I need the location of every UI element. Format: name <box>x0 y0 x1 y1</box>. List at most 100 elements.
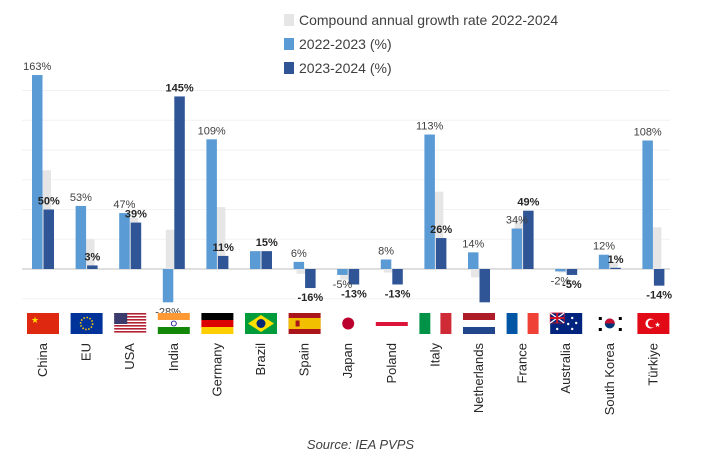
bar-2022-2023-usa <box>119 213 130 269</box>
label-2023-2024-france: 49% <box>517 197 539 209</box>
bar-2022-2023-france <box>511 228 523 269</box>
label-2022-2023-australia: -2% <box>551 275 571 287</box>
bar-2022-2023-italy <box>424 134 435 269</box>
bar-2022-2023-south-korea <box>598 254 610 269</box>
category-spain: Spain <box>297 343 312 376</box>
bar-2022-2023-australia <box>555 269 566 272</box>
bar-2023-2024-india <box>174 96 185 269</box>
category-france: France <box>515 343 530 383</box>
label-2023-2024-south-korea: 1% <box>608 254 624 266</box>
bar-cagr-spain <box>296 269 313 274</box>
bar-2023-2024-italy <box>435 238 447 269</box>
bar-2022-2023-brazil <box>250 251 261 269</box>
label-2022-2023-japan: -5% <box>333 279 353 291</box>
label-2022-2023-germany: 109% <box>198 125 226 137</box>
bar-2023-2024-eu <box>87 265 98 269</box>
label-2023-2024-india: 145% <box>165 82 193 94</box>
label-2022-2023-south-korea: 12% <box>593 241 615 253</box>
label-2023-2024-usa: 39% <box>125 209 147 221</box>
bar-2023-2024-poland <box>392 269 403 285</box>
germany-flag <box>201 313 234 334</box>
legend-label-0: Compound annual growth rate 2022-2024 <box>299 12 558 28</box>
bar-2023-2024-turkiye <box>653 269 665 286</box>
label-2022-2023-poland: 8% <box>378 245 394 257</box>
label-2023-2024-italy: 26% <box>430 224 452 236</box>
label-2023-2024-poland: -13% <box>385 288 411 300</box>
legend-swatch-2 <box>284 62 294 74</box>
category-labels: China EU USA India Germany Brazil Spain Japan Po… <box>35 342 660 415</box>
category-australia: Australia <box>558 342 573 393</box>
bar-cagr-australia <box>558 269 575 273</box>
bar-2022-2023-india <box>162 269 174 303</box>
legend-swatch-1 <box>284 38 294 50</box>
value-labels: 163%50% 53%3%47%39%-28%145%109%11% 15%6%-1… <box>23 61 672 318</box>
china-flag: ★ <box>27 313 59 334</box>
label-2022-2023-eu: 53% <box>70 192 92 204</box>
australia-flag <box>549 312 583 334</box>
svg-text:★: ★ <box>31 316 39 326</box>
legend-label-1: 2022-2023 (%) <box>299 36 392 52</box>
bar-2023-2024-brazil <box>261 251 272 269</box>
category-italy: Italy <box>427 343 442 367</box>
label-2022-2023-china: 163% <box>23 61 51 73</box>
bar-2023-2024-spain <box>305 269 316 289</box>
category-brazil: Brazil <box>253 343 268 376</box>
bar-2023-2024-france <box>523 210 534 269</box>
label-2022-2023-spain: 6% <box>291 248 307 260</box>
bar-2022-2023-eu <box>75 205 87 269</box>
legend-label-2: 2023-2024 (%) <box>299 60 392 76</box>
label-2023-2024-eu: 3% <box>84 251 100 263</box>
category-india: India <box>166 342 181 371</box>
label-2023-2024-china: 50% <box>38 196 60 208</box>
category-south-korea: South Korea <box>602 342 617 415</box>
south-korea-flag <box>593 313 626 334</box>
category-germany: Germany <box>209 343 224 397</box>
category-poland: Poland <box>384 343 399 383</box>
bar-cagr-south-korea <box>601 261 618 269</box>
india-flag <box>157 313 190 334</box>
bar-2022-2023-germany <box>206 139 217 269</box>
svg-text:★: ★ <box>654 321 660 329</box>
bar-2022-2023-spain <box>293 261 305 269</box>
bar-cagr-poland <box>383 269 400 273</box>
usa-flag <box>114 313 147 333</box>
bar-2022-2023-turkiye <box>642 140 653 269</box>
bar-2023-2024-australia <box>566 269 578 275</box>
bar-2022-2023-poland <box>380 259 392 269</box>
italy-flag <box>419 313 452 334</box>
japan-flag <box>332 313 365 334</box>
legend: Compound annual growth rate 2022-2024 202… <box>284 12 558 76</box>
label-2022-2023-netherlands: 14% <box>462 238 484 250</box>
france-flag <box>506 313 539 334</box>
spain-flag <box>288 313 321 334</box>
bar-2022-2023-japan <box>337 269 348 275</box>
brazil-flag <box>245 313 277 334</box>
bar-2023-2024-netherlands <box>479 269 490 303</box>
bar-2023-2024-usa <box>130 222 142 269</box>
category-turkiye: Türkiye <box>645 343 660 386</box>
label-2023-2024-japan: -13% <box>341 288 367 300</box>
category-japan: Japan <box>340 343 355 378</box>
category-usa: USA <box>122 343 137 370</box>
bar-2022-2023-netherlands <box>468 252 479 269</box>
netherlands-flag <box>463 313 495 334</box>
label-2022-2023-france: 34% <box>506 215 528 227</box>
category-china: China <box>35 342 50 377</box>
label-2023-2024-brazil: 15% <box>256 237 278 249</box>
bar-2023-2024-japan <box>348 269 360 285</box>
flags-row: ★ ★ <box>27 312 670 334</box>
source-note: Source: IEA PVPS <box>306 437 415 452</box>
label-2022-2023-italy: 113% <box>416 121 444 133</box>
bar-cagr-japan <box>340 269 357 280</box>
label-2022-2023-turkiye: 108% <box>634 126 662 138</box>
turkiye-flag: ★ <box>637 313 670 334</box>
category-eu: EU <box>79 343 94 361</box>
bar-2023-2024-germany <box>217 255 229 269</box>
label-2023-2024-germany: 11% <box>212 242 234 254</box>
bars <box>32 75 665 303</box>
category-netherlands: Netherlands <box>471 343 486 414</box>
label-2023-2024-spain: -16% <box>298 292 324 304</box>
bar-2022-2023-china <box>32 75 43 269</box>
legend-swatch-0 <box>284 14 294 26</box>
